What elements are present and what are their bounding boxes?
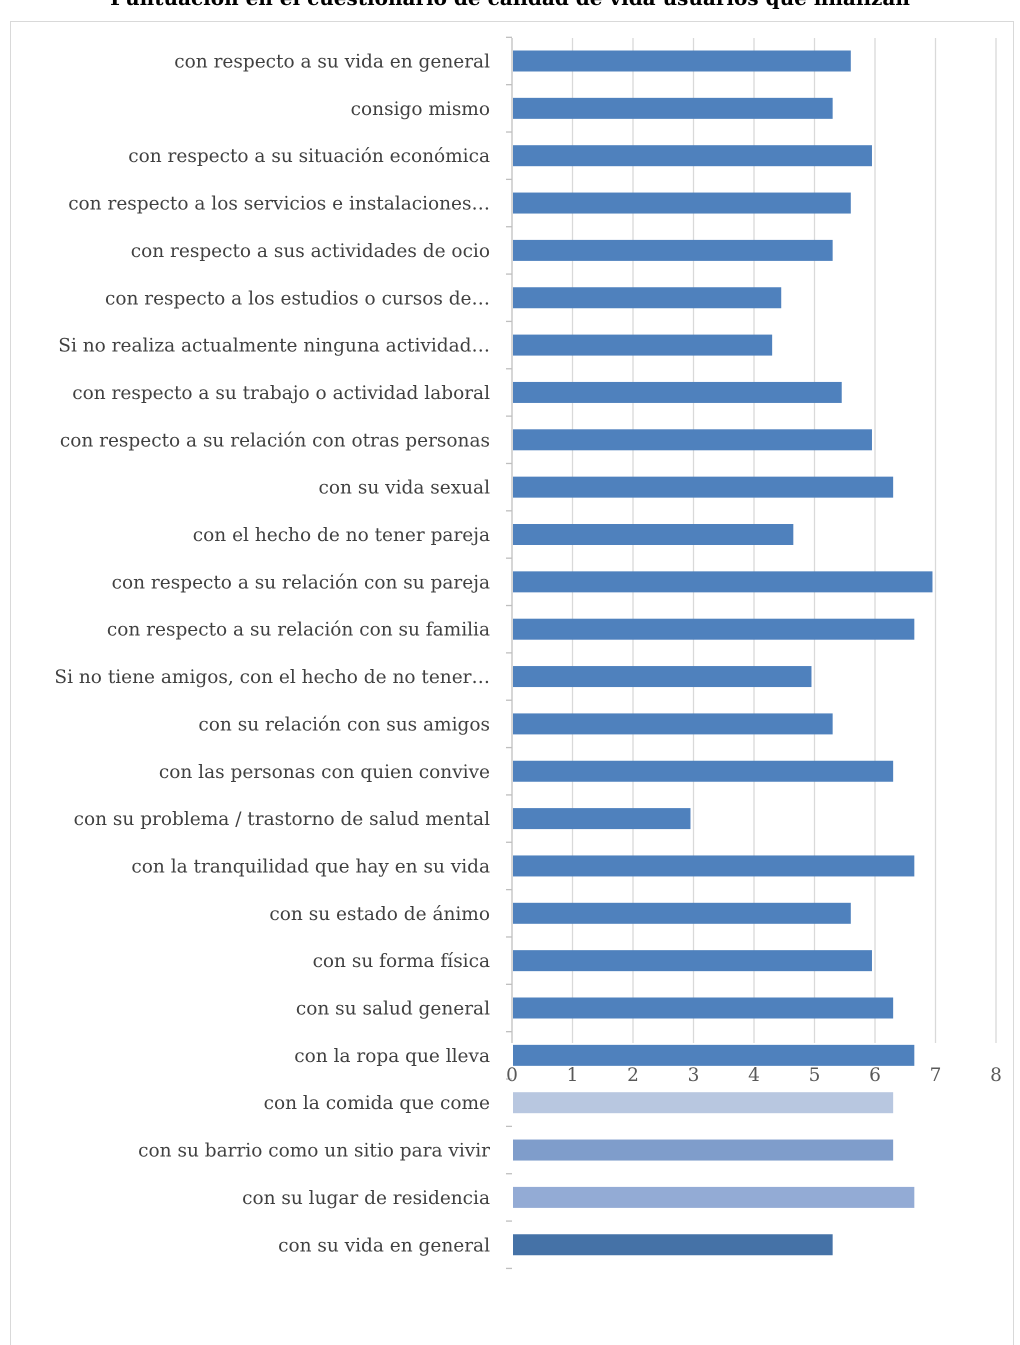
category-label: con respecto a su trabajo o actividad la… xyxy=(72,383,490,404)
bar xyxy=(513,1044,915,1066)
bar xyxy=(513,666,812,688)
y-axis xyxy=(506,36,513,1270)
x-tick-label: 2 xyxy=(627,1065,639,1086)
category-label: con la tranquilidad que hay en su vida xyxy=(131,856,490,877)
category-label: con la comida que come xyxy=(264,1093,490,1114)
bars xyxy=(513,50,933,1256)
x-tick-label: 8 xyxy=(990,1065,1002,1086)
bar xyxy=(513,1092,894,1114)
chart-title: Puntuación en el cuestionario de calidad… xyxy=(0,0,1020,10)
category-label: con su vida sexual xyxy=(319,478,491,499)
category-label: Si no tiene amigos, con el hecho de no t… xyxy=(54,667,490,688)
category-label: con el hecho de no tener pareja xyxy=(193,525,490,546)
category-label: con su barrio como un sitio para vivir xyxy=(138,1141,490,1162)
bar xyxy=(513,902,851,924)
bar xyxy=(513,145,872,167)
category-label: con su relación con sus amigos xyxy=(198,714,490,735)
bar xyxy=(513,97,833,119)
bar xyxy=(513,429,872,451)
x-tick-label: 4 xyxy=(748,1065,760,1086)
category-label: con respecto a su relación con su pareja xyxy=(112,572,490,593)
category-label: con respecto a su vida en general xyxy=(174,52,490,73)
category-label: con su problema / trastorno de salud men… xyxy=(74,809,490,830)
x-tick-label: 3 xyxy=(688,1065,700,1086)
bar xyxy=(513,192,851,214)
category-label: con respecto a su relación con otras per… xyxy=(60,430,490,451)
bar xyxy=(513,1234,833,1256)
bar xyxy=(513,524,794,545)
bar xyxy=(513,287,782,309)
category-label: con su forma física xyxy=(313,951,490,972)
category-label: con respecto a los servicios e instalaci… xyxy=(68,194,490,215)
category-label: con respecto a su situación económica xyxy=(128,146,490,167)
bar xyxy=(513,855,915,877)
bar xyxy=(513,50,851,72)
bar xyxy=(513,571,933,593)
category-labels: con respecto a su vida en general consigo… xyxy=(54,52,490,1257)
bar xyxy=(513,618,915,640)
category-label: con la ropa que lleva xyxy=(294,1046,490,1067)
bar xyxy=(513,1139,894,1161)
x-tick-label: 1 xyxy=(567,1065,579,1086)
category-label: con su vida en general xyxy=(278,1235,490,1256)
category-label: con las personas con quien convive xyxy=(159,762,490,783)
x-tick-label: 7 xyxy=(930,1065,942,1086)
x-tick-label: 6 xyxy=(869,1065,881,1086)
bar xyxy=(513,713,833,735)
bar xyxy=(513,334,773,356)
bar xyxy=(513,476,894,498)
category-label: con respecto a su relación con su famili… xyxy=(107,620,490,641)
category-label: con respecto a sus actividades de ocio xyxy=(131,241,490,262)
bar xyxy=(513,760,894,782)
bar xyxy=(513,1186,915,1208)
category-label: con su salud general xyxy=(296,999,490,1020)
category-label: con su estado de ánimo xyxy=(269,904,490,925)
chart-frame xyxy=(10,21,1014,1345)
category-label: con su lugar de residencia xyxy=(242,1188,490,1209)
category-label: con respecto a los estudios o cursos de… xyxy=(105,288,490,309)
category-label: Si no realiza actualmente ninguna activi… xyxy=(58,336,490,357)
x-tick-label: 5 xyxy=(809,1065,821,1086)
x-tick-labels: 0 1 2 3 4 5 6 7 8 xyxy=(506,1065,1002,1086)
x-tick-label: 0 xyxy=(506,1065,518,1086)
bar xyxy=(513,239,833,261)
category-label: consigo mismo xyxy=(351,99,490,120)
bar xyxy=(513,997,894,1019)
bar xyxy=(513,381,842,403)
bar xyxy=(513,808,691,830)
bar xyxy=(513,950,872,972)
